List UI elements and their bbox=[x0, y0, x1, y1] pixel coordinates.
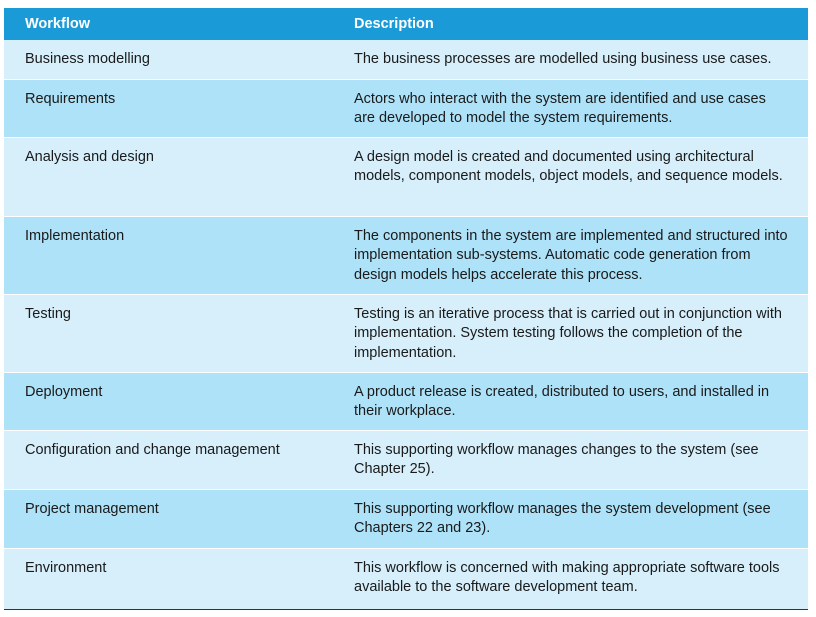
description-cell: Actors who interact with the system are … bbox=[354, 91, 766, 127]
description-cell: A design model is created and documented… bbox=[354, 149, 783, 185]
description-cell: A product release is created, distribute… bbox=[354, 384, 770, 420]
workflow-cell: Environment bbox=[25, 560, 107, 576]
table-header: Workflow Description bbox=[4, 8, 808, 40]
description-cell: This supporting workflow manages changes… bbox=[354, 442, 759, 478]
workflow-cell: Requirements bbox=[25, 91, 116, 107]
table-row: Analysis and design A design model is cr… bbox=[4, 138, 808, 217]
workflow-cell: Testing bbox=[25, 306, 71, 322]
workflow-cell: Implementation bbox=[25, 228, 125, 244]
workflow-cell: Business modelling bbox=[25, 51, 150, 67]
workflow-cell: Project management bbox=[25, 501, 159, 517]
description-cell: The business processes are modelled usin… bbox=[354, 51, 772, 67]
table-row: Requirements Actors who interact with th… bbox=[4, 80, 808, 138]
table-bottom-rule bbox=[4, 609, 808, 610]
workflow-cell: Configuration and change management bbox=[25, 442, 280, 458]
workflow-cell: Analysis and design bbox=[25, 149, 154, 165]
table-row: Testing Testing is an iterative process … bbox=[4, 295, 808, 373]
description-cell: This workflow is concerned with making a… bbox=[354, 560, 780, 596]
header-description: Description bbox=[354, 16, 434, 32]
table-row: Environment This workflow is concerned w… bbox=[4, 549, 808, 609]
description-cell: The components in the system are impleme… bbox=[354, 228, 788, 283]
description-cell: Testing is an iterative process that is … bbox=[354, 306, 782, 361]
table-row: Deployment A product release is created,… bbox=[4, 373, 808, 431]
table-row: Business modelling The business processe… bbox=[4, 40, 808, 80]
table-row: Project management This supporting workf… bbox=[4, 490, 808, 549]
description-cell: This supporting workflow manages the sys… bbox=[354, 501, 771, 537]
header-workflow: Workflow bbox=[25, 16, 90, 32]
table-row: Configuration and change management This… bbox=[4, 431, 808, 490]
table-row: Implementation The components in the sys… bbox=[4, 217, 808, 295]
workflow-cell: Deployment bbox=[25, 384, 103, 400]
workflow-table: Workflow Description Business modelling … bbox=[4, 8, 808, 610]
